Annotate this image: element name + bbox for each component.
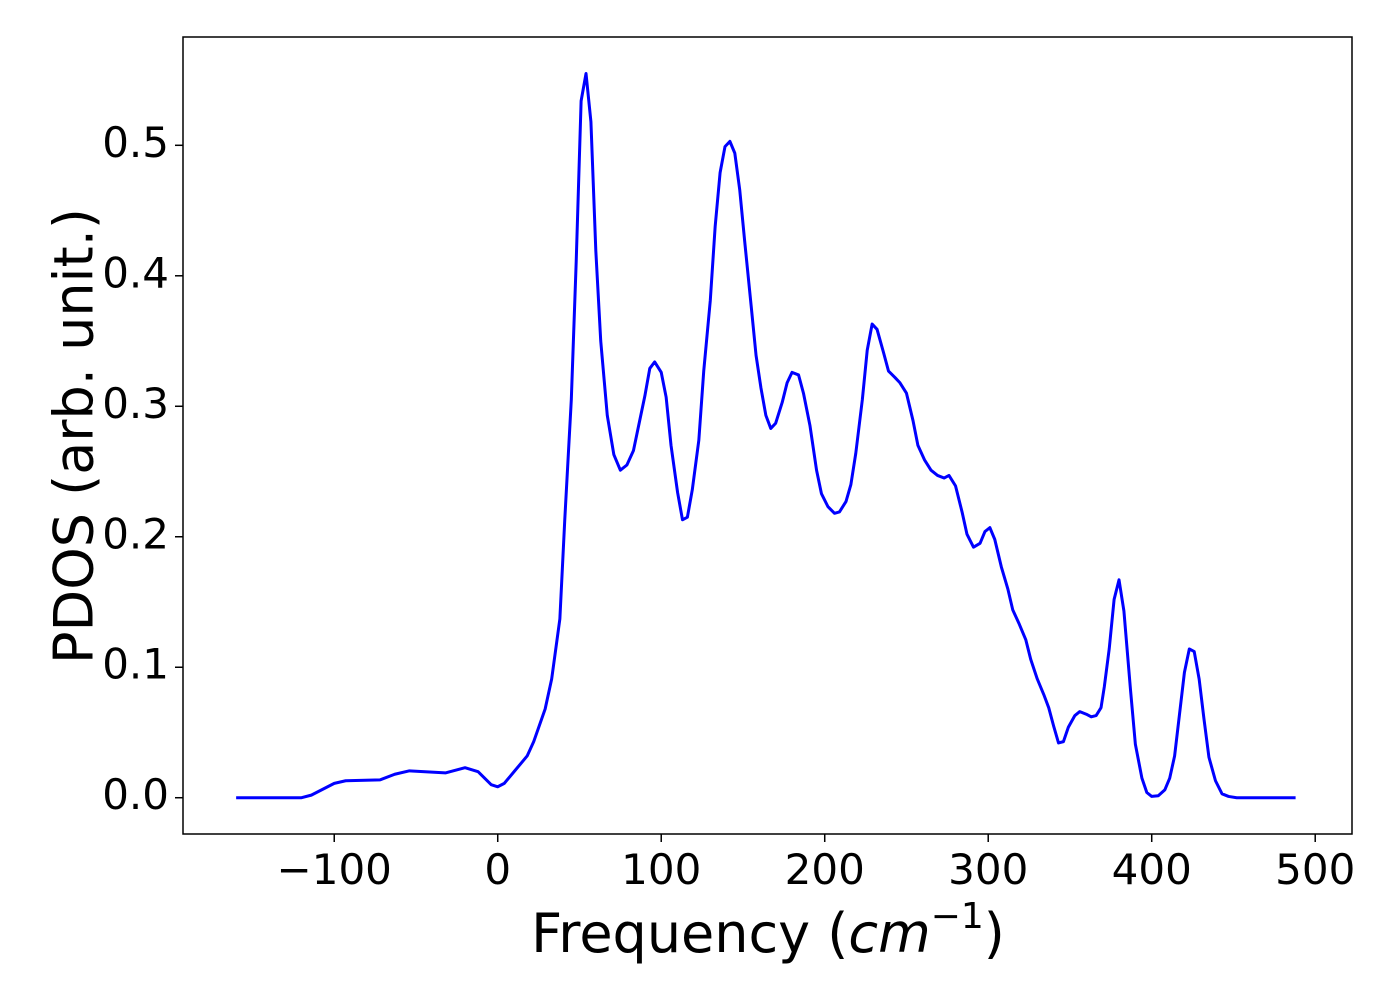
- y-axis-label: PDOS (arb. unit.): [43, 208, 106, 664]
- x-tick-label: 0: [484, 845, 511, 894]
- y-tick-label: 0.2: [102, 509, 169, 558]
- y-tick-label: 0.1: [102, 640, 169, 689]
- y-tick-label: 0.3: [102, 379, 169, 428]
- x-label-exponent: −1: [931, 896, 984, 937]
- x-tick-label: 400: [1112, 845, 1192, 894]
- x-tick-label: 500: [1275, 845, 1355, 894]
- plot-frame: [182, 36, 1353, 835]
- x-tick-label: −100: [277, 845, 392, 894]
- x-tick-label: 300: [948, 845, 1028, 894]
- x-label-suffix: ): [984, 902, 1005, 965]
- x-label-prefix: Frequency (: [531, 902, 848, 965]
- data-line: [236, 72, 1296, 800]
- x-tick-label: 100: [621, 845, 701, 894]
- x-label-unit: cm: [848, 902, 930, 965]
- y-tick-label: 0.0: [102, 770, 169, 819]
- y-tick-label: 0.5: [102, 118, 169, 167]
- x-axis-label: Frequency (cm−1): [531, 896, 1005, 965]
- x-tick-label: 200: [785, 845, 865, 894]
- y-tick-label: 0.4: [102, 248, 169, 297]
